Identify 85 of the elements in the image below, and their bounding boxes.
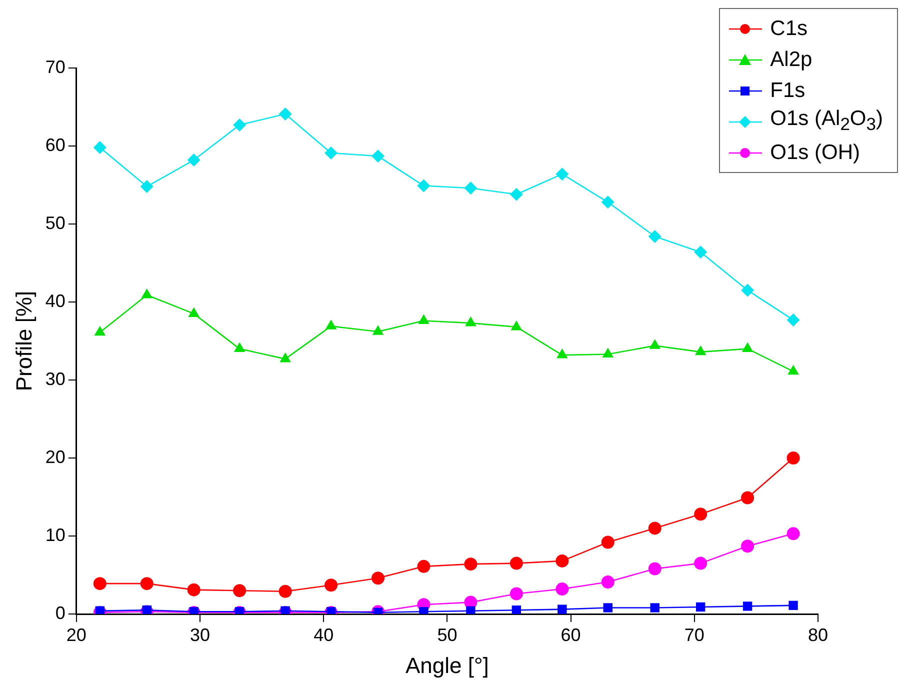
point: [741, 491, 754, 504]
point: [556, 582, 569, 596]
point: [466, 606, 476, 614]
y-tick-label: 30: [45, 368, 66, 389]
point: [788, 600, 798, 610]
point: [742, 342, 754, 352]
point: [786, 313, 800, 326]
point: [556, 168, 569, 181]
point: [464, 182, 478, 195]
point: [601, 576, 614, 589]
y-tick-label: 60: [45, 134, 66, 155]
point: [417, 560, 430, 573]
point: [786, 452, 800, 464]
point: [649, 339, 660, 349]
point: [601, 196, 614, 209]
point: [648, 562, 662, 576]
point: [556, 348, 568, 358]
point: [741, 540, 754, 553]
point: [510, 556, 523, 570]
point: [464, 558, 478, 571]
point: [417, 179, 430, 192]
point: [187, 583, 200, 596]
point: [601, 536, 614, 549]
x-tick-label: 60: [560, 624, 581, 645]
point: [510, 320, 522, 330]
point: [188, 307, 200, 317]
point: [93, 577, 106, 590]
y-tick-label: 20: [45, 446, 66, 467]
x-axis-title: Angle [°]: [406, 652, 489, 678]
legend-label: F1s: [770, 78, 806, 102]
x-tick-label: 30: [190, 624, 210, 645]
point: [786, 527, 800, 540]
point: [556, 554, 569, 568]
point: [233, 584, 246, 598]
point: [694, 246, 708, 259]
point: [371, 572, 384, 585]
point: [141, 288, 152, 298]
point: [512, 606, 522, 614]
legend-label: O1s (OH): [770, 140, 860, 164]
x-tick-label: 80: [808, 624, 828, 645]
point: [694, 508, 708, 521]
point: [742, 602, 752, 611]
point: [140, 577, 154, 590]
point: [278, 108, 292, 121]
point: [603, 603, 612, 612]
point: [93, 141, 106, 154]
point: [372, 325, 384, 335]
point: [324, 146, 338, 160]
point: [694, 345, 706, 356]
point: [650, 603, 660, 612]
point: [140, 180, 154, 194]
point: [510, 188, 523, 201]
legend-label: O1s (Al$_{2}$O$_{3}$): [770, 107, 883, 136]
point: [280, 352, 291, 362]
x-tick-label: 40: [314, 624, 334, 645]
point: [510, 587, 523, 600]
y-tick-label: 70: [45, 56, 66, 77]
y-axis-title: Profile [%]: [11, 290, 36, 392]
y-tick-label: 10: [45, 524, 66, 545]
point: [187, 154, 200, 167]
x-tick-label: 20: [66, 624, 86, 645]
y-tick-label: 40: [45, 290, 66, 311]
y-tick-label: 0: [55, 602, 66, 623]
point: [233, 118, 246, 132]
point: [741, 284, 754, 297]
y-tick-label: 50: [45, 212, 66, 233]
point: [788, 364, 799, 375]
x-tick-label: 70: [684, 624, 704, 645]
x-tick-label: 50: [437, 624, 458, 645]
point: [696, 602, 706, 612]
point: [418, 314, 430, 324]
point: [465, 316, 476, 326]
point: [694, 556, 708, 570]
point: [558, 604, 567, 614]
point: [648, 522, 662, 535]
point: [325, 320, 337, 330]
point: [324, 578, 338, 592]
point: [94, 326, 106, 336]
point: [278, 584, 292, 598]
legend-label: C1s: [770, 16, 808, 40]
point: [602, 348, 614, 358]
point: [648, 230, 662, 243]
point: [371, 150, 384, 163]
legend-label: Al2p: [770, 48, 812, 72]
point: [234, 342, 246, 352]
